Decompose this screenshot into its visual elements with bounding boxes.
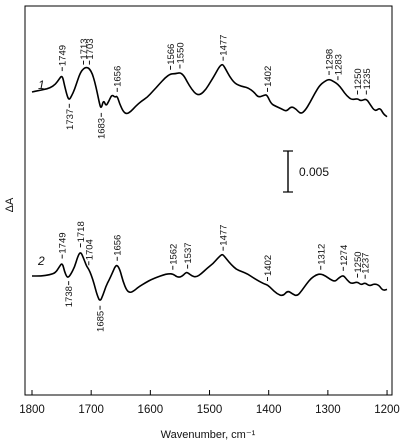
series-label-1: 1 — [38, 78, 45, 92]
peak-label: 1250 — [353, 251, 364, 272]
y-axis-label: ΔA — [4, 197, 16, 212]
peak-label: 1685 — [96, 311, 107, 332]
peak-label: 1477 — [219, 35, 230, 56]
peak-label: 1477 — [219, 225, 230, 246]
peak-label: 1402 — [263, 66, 274, 87]
peak-label: 1298 — [325, 49, 336, 70]
x-tick-label: 1200 — [374, 404, 400, 416]
peak-label: 1312 — [316, 244, 327, 265]
spectrum-line-2 — [32, 252, 388, 301]
peak-label: 1718 — [76, 221, 87, 242]
peak-label: 1713 — [79, 38, 90, 59]
x-tick-label: 1800 — [19, 404, 45, 416]
peak-label: 1749 — [58, 232, 69, 253]
peak-label: 1704 — [84, 239, 95, 260]
peak-label: 1738 — [64, 286, 75, 307]
peak-label: 1274 — [339, 245, 350, 266]
peak-label: 1402 — [263, 255, 274, 276]
x-tick-label: 1500 — [197, 404, 223, 416]
peak-label: 1250 — [353, 68, 364, 89]
peak-label: 1703 — [85, 38, 96, 59]
peak-label: 1683 — [97, 118, 108, 139]
peak-label: 1562 — [168, 244, 179, 265]
peak-label: 1656 — [113, 66, 124, 87]
scale-bar: 0.005 — [283, 150, 329, 193]
peak-label: 1737 — [65, 109, 76, 130]
x-tick-label: 1300 — [315, 404, 341, 416]
peak-label: 1566 — [166, 44, 177, 65]
spectrum-line-1 — [31, 63, 388, 118]
peak-label: 1237 — [361, 253, 372, 274]
peak-label: 1656 — [113, 235, 124, 256]
peak-label: 1283 — [333, 54, 344, 75]
scale-bar-label: 0.005 — [299, 165, 329, 179]
x-tick-label: 1600 — [138, 404, 164, 416]
x-tick-label: 1400 — [256, 404, 282, 416]
peak-label: 1550 — [175, 42, 186, 63]
peak-label: 1235 — [362, 68, 373, 89]
x-tick-label: 1700 — [78, 404, 104, 416]
x-axis-ticks: 1800 1700 1600 1500 1400 1300 1200 — [19, 390, 400, 416]
peak-label: 1749 — [58, 45, 69, 66]
series-label-2: 2 — [37, 254, 45, 268]
plot-frame — [24, 5, 393, 396]
x-axis-label: Wavenumber, cm⁻¹ — [161, 429, 256, 441]
peak-label: 1537 — [183, 242, 194, 263]
